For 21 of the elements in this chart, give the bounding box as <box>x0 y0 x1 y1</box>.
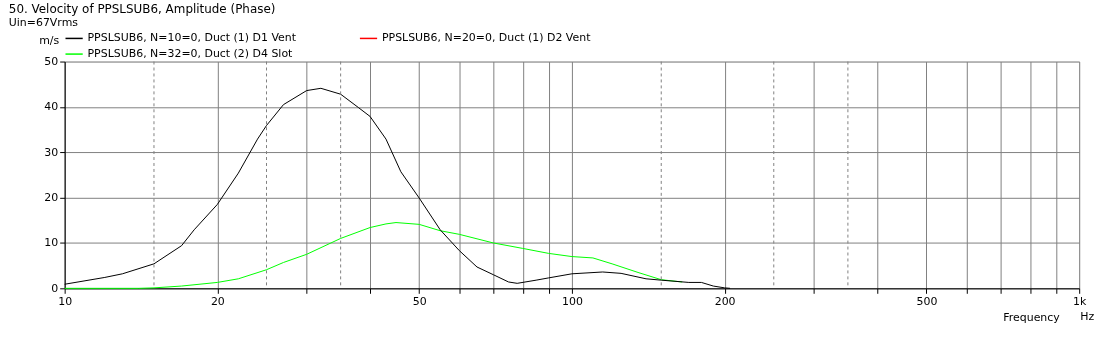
x-tick-label: 1k <box>1073 294 1087 308</box>
chart-title: 50. Velocity of PPSLSUB6, Amplitude (Phase) <box>8 1 276 16</box>
legend-label: PPSLSUB6, N=32=0, Duct (2) D4 Slot <box>87 47 294 61</box>
legend-label: PPSLSUB6, N=20=0, Duct (1) D2 Vent <box>381 31 592 45</box>
text: Hz <box>1080 310 1095 324</box>
y-tick-label: 0 <box>51 281 59 295</box>
chart-subtitle: Uin=67Vrms <box>8 15 79 29</box>
y-tick-label: 50 <box>44 55 59 69</box>
x-tick-label: 500 <box>916 294 938 308</box>
x-tick-label: 200 <box>714 294 736 308</box>
y-axis-title: m/s <box>39 34 60 48</box>
x-tick-label: 50 <box>412 294 427 308</box>
x-tick-label: 20 <box>210 294 225 308</box>
y-tick-label: 30 <box>44 145 59 159</box>
x-axis-title: Frequency <box>1003 310 1061 324</box>
y-tick-label: 10 <box>44 236 59 250</box>
x-tick-label: 10 <box>58 294 73 308</box>
y-tick-label: 20 <box>44 191 59 205</box>
legend-label: PPSLSUB6, N=10=0, Duct (1) D1 Vent <box>87 31 297 45</box>
x-tick-label: 100 <box>561 294 583 308</box>
y-tick-label: 40 <box>44 100 59 114</box>
